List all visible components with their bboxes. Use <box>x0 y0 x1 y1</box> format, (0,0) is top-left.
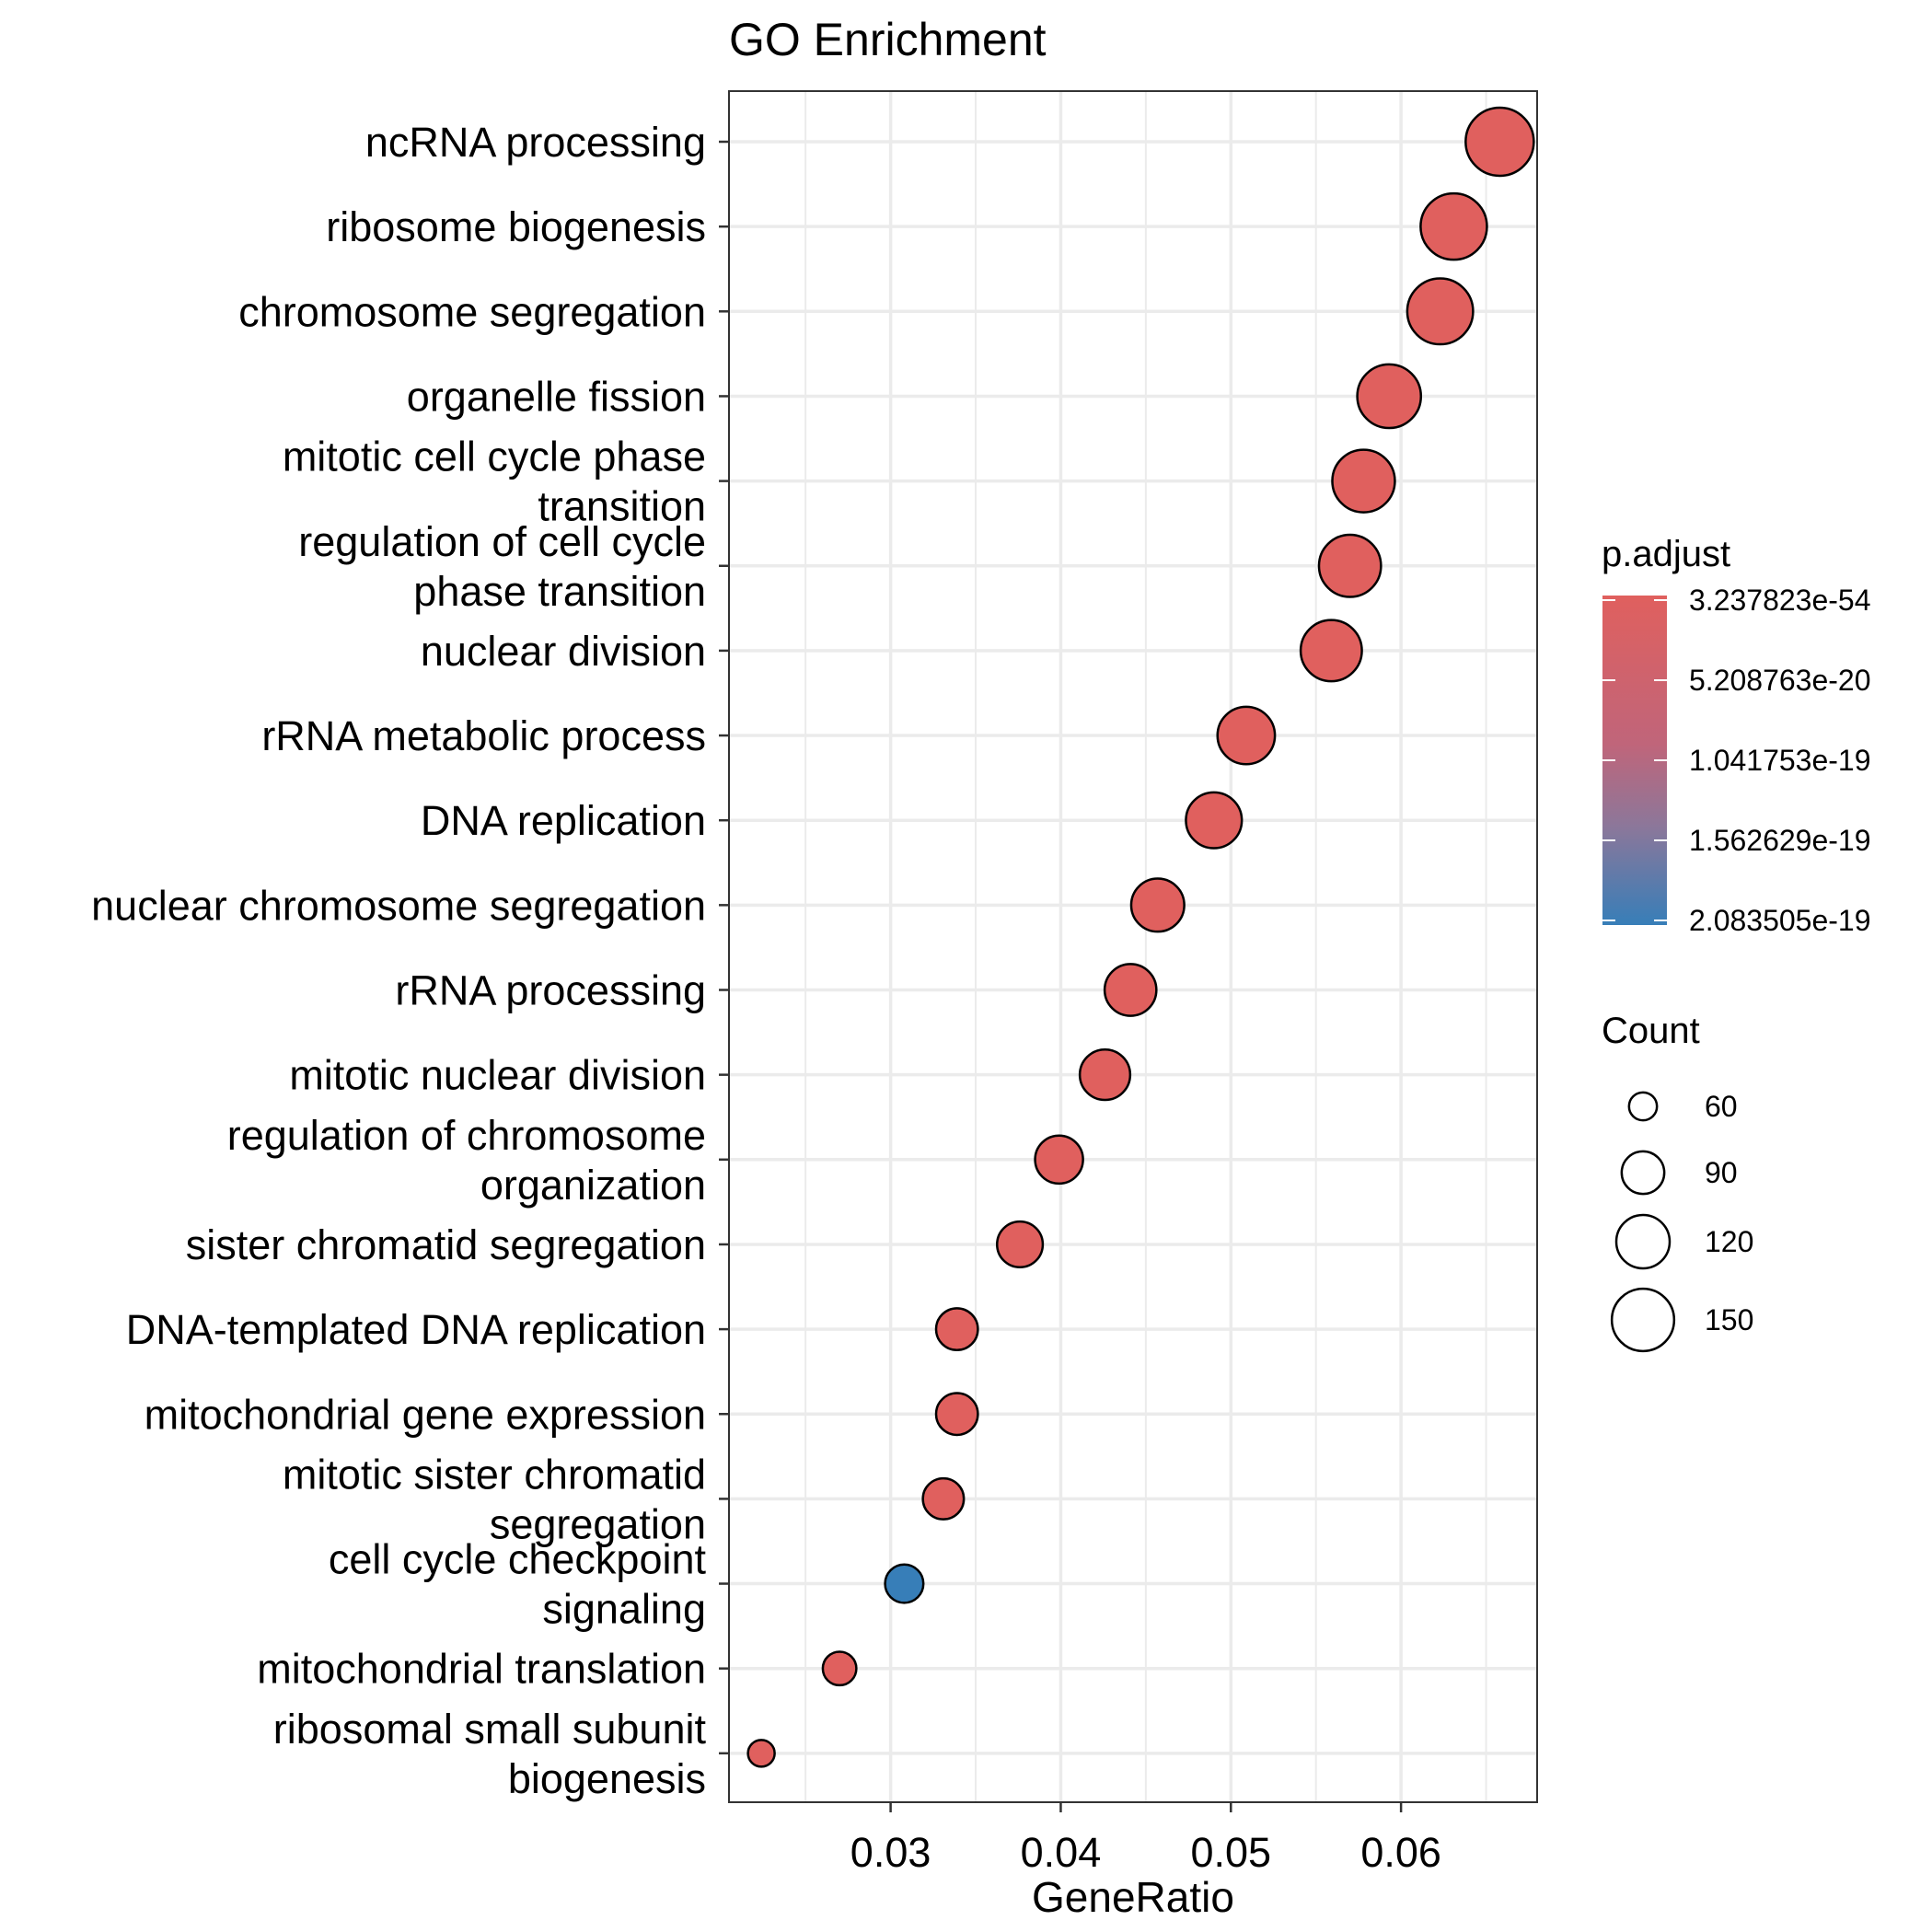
data-point <box>934 1307 979 1352</box>
data-point <box>1356 363 1423 430</box>
major-gridlines <box>729 91 1537 1802</box>
y-tick-label: ncRNA processing <box>365 119 706 166</box>
y-tick-label: DNA replication <box>421 797 706 844</box>
x-tick-label: 0.03 <box>850 1829 931 1876</box>
colorbar-label: 1.041753e-19 <box>1689 744 1871 777</box>
count-legend-title: Count <box>1602 1011 1700 1051</box>
y-tick-label: mitotic nuclear division <box>289 1052 706 1099</box>
size-key-label: 120 <box>1705 1225 1753 1258</box>
data-point <box>746 1739 776 1768</box>
x-tick-label: 0.06 <box>1360 1829 1441 1876</box>
data-point <box>1317 533 1382 598</box>
size-key-circle <box>1614 1213 1672 1270</box>
y-tick-label: cell cycle checkpoint signaling <box>329 1536 707 1633</box>
data-point <box>1331 448 1396 514</box>
y-tick-label: chromosome segregation <box>238 288 706 335</box>
data-point <box>1419 191 1488 261</box>
x-axis-title: GeneRatio <box>1032 1873 1234 1921</box>
size-key-circle <box>1610 1287 1676 1353</box>
y-tick-label: mitotic cell cycle phase transition <box>283 434 706 530</box>
plot-panel <box>728 90 1538 1803</box>
size-key-circle <box>1627 1091 1659 1122</box>
size-key-label: 90 <box>1705 1156 1738 1189</box>
data-point <box>934 1392 979 1437</box>
colorbar-label: 3.237823e-54 <box>1689 584 1871 617</box>
p-adjust-legend-title: p.adjust <box>1602 534 1730 574</box>
y-tick-label: ribosomal small subunit biogenesis <box>273 1706 707 1802</box>
y-tick-label: regulation of cell cycle phase transition <box>298 518 706 615</box>
x-tick-label: 0.05 <box>1190 1829 1271 1876</box>
size-key-label: 150 <box>1705 1303 1753 1336</box>
data-point <box>1129 877 1186 933</box>
y-tick-label: DNA-templated DNA replication <box>126 1306 706 1353</box>
data-point <box>1034 1134 1084 1186</box>
y-tick-label: regulation of chromosome organization <box>227 1112 706 1209</box>
colorbar-label: 2.083505e-19 <box>1689 904 1871 937</box>
count-legend: Count 60 90 120 150 <box>1602 1011 1753 1353</box>
minor-gridlines <box>804 91 1487 1802</box>
data-point <box>1185 791 1244 850</box>
size-key-label: 60 <box>1705 1090 1738 1123</box>
y-tick-label: mitochondrial gene expression <box>145 1391 706 1438</box>
y-tick-label: nuclear division <box>421 628 706 675</box>
x-tick-label: 0.04 <box>1021 1829 1102 1876</box>
size-key-circle <box>1620 1150 1666 1196</box>
data-point <box>884 1563 925 1604</box>
data-point <box>995 1220 1045 1269</box>
data-point <box>821 1650 858 1687</box>
colorbar-label: 5.208763e-20 <box>1689 664 1871 697</box>
y-tick-label: nuclear chromosome segregation <box>91 882 706 929</box>
chart-title: GO Enrichment <box>729 14 1047 65</box>
data-point <box>1299 619 1363 683</box>
y-tick-label: ribosome biogenesis <box>326 203 706 250</box>
y-tick-label: sister chromatid segregation <box>186 1221 706 1268</box>
y-tick-label: mitotic sister chromatid segregation <box>283 1451 706 1547</box>
data-point <box>1103 963 1158 1017</box>
data-point <box>1216 705 1277 766</box>
y-tick-label: rRNA metabolic process <box>261 712 706 759</box>
x-axis: 0.03 0.04 0.05 0.06 <box>850 1802 1441 1876</box>
y-tick-label: organelle fission <box>407 373 706 420</box>
data-point <box>1464 106 1535 178</box>
y-tick-label: rRNA processing <box>395 967 706 1014</box>
y-tick-label: mitochondrial translation <box>257 1646 706 1693</box>
data-points <box>746 106 1535 1768</box>
data-point <box>921 1476 966 1521</box>
y-axis: ncRNA processing ribosome biogenesis chrom… <box>91 119 729 1802</box>
data-point <box>1078 1048 1132 1102</box>
p-adjust-legend: p.adjust 3.237823e-54 5.208763e-20 1.04175… <box>1602 534 1871 937</box>
data-point <box>1406 277 1475 346</box>
colorbar-label: 1.562629e-19 <box>1689 824 1871 857</box>
